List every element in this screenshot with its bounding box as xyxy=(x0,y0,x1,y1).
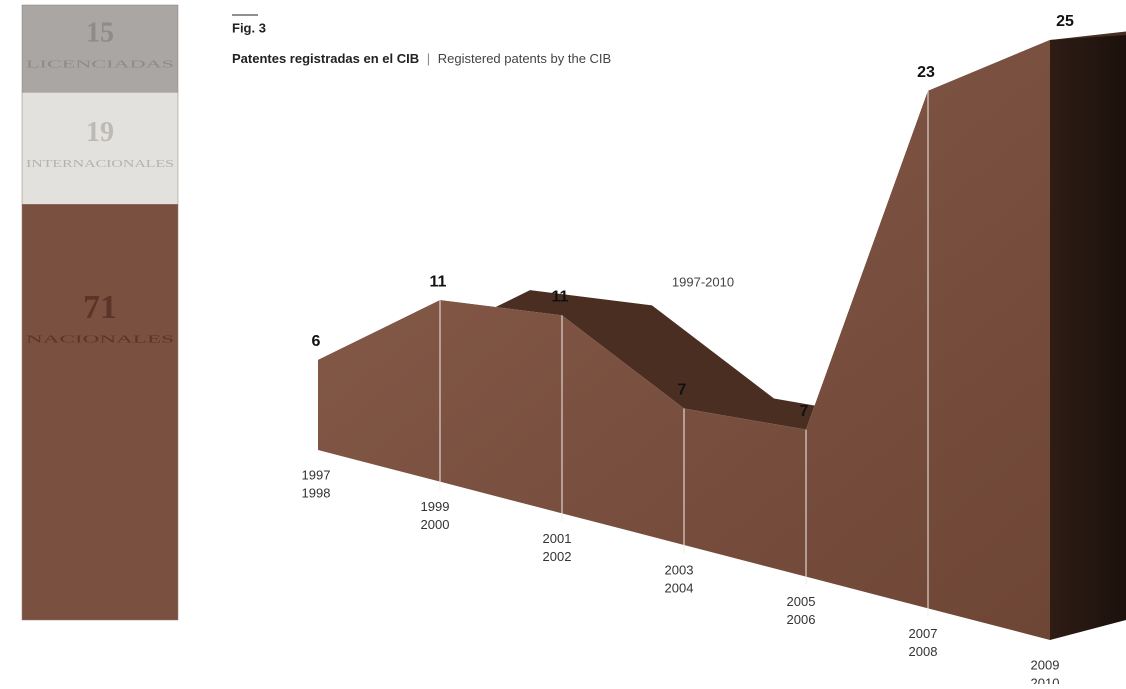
category-label: 1997 xyxy=(302,467,331,482)
value-label: 11 xyxy=(552,289,569,306)
segment-name: NACIONALES xyxy=(26,334,174,346)
value-label: 25 xyxy=(1056,13,1074,30)
stack-segment xyxy=(22,92,178,205)
side-face xyxy=(1050,35,1126,640)
category-label: 2006 xyxy=(787,612,816,627)
segment-name: INTERNACIONALES xyxy=(26,158,174,170)
subtitle: Patentes registradas en el CIB | Registe… xyxy=(232,51,611,66)
category-label: 1999 xyxy=(421,499,450,514)
category-label: 2002 xyxy=(543,549,572,564)
segment-value: 15 xyxy=(86,17,114,48)
category-label: 2005 xyxy=(787,594,816,609)
value-label: 6 xyxy=(312,333,321,350)
segment-value: 19 xyxy=(86,117,114,148)
value-label: 11 xyxy=(430,273,447,290)
stack-segment xyxy=(22,204,178,620)
category-label: 2010 xyxy=(1031,675,1060,684)
category-label: 2007 xyxy=(909,626,938,641)
stack-segment xyxy=(22,5,178,93)
category-label: 2003 xyxy=(665,562,694,577)
category-label: 2000 xyxy=(421,517,450,532)
category-label: 2001 xyxy=(543,531,572,546)
subtitle-sep: | xyxy=(427,51,430,66)
value-label: 23 xyxy=(917,64,935,81)
category-label: 2004 xyxy=(665,580,694,595)
segment-name: LICENCIADAS xyxy=(26,58,174,70)
area xyxy=(318,40,1050,640)
segment-value: 71 xyxy=(83,289,117,326)
subtitle-es: Patentes registradas en el CIB xyxy=(232,51,419,66)
subtitle-en: Registered patents by the CIB xyxy=(438,51,611,66)
category-label: 1998 xyxy=(302,485,331,500)
value-label: 7 xyxy=(800,403,809,420)
figure-label: Fig. 3 xyxy=(232,20,266,35)
category-label: 2008 xyxy=(909,644,938,659)
annotation: 1997-2010 xyxy=(672,274,734,289)
value-label: 7 xyxy=(678,382,687,399)
category-label: 2009 xyxy=(1031,657,1060,672)
column-outline xyxy=(21,4,179,621)
